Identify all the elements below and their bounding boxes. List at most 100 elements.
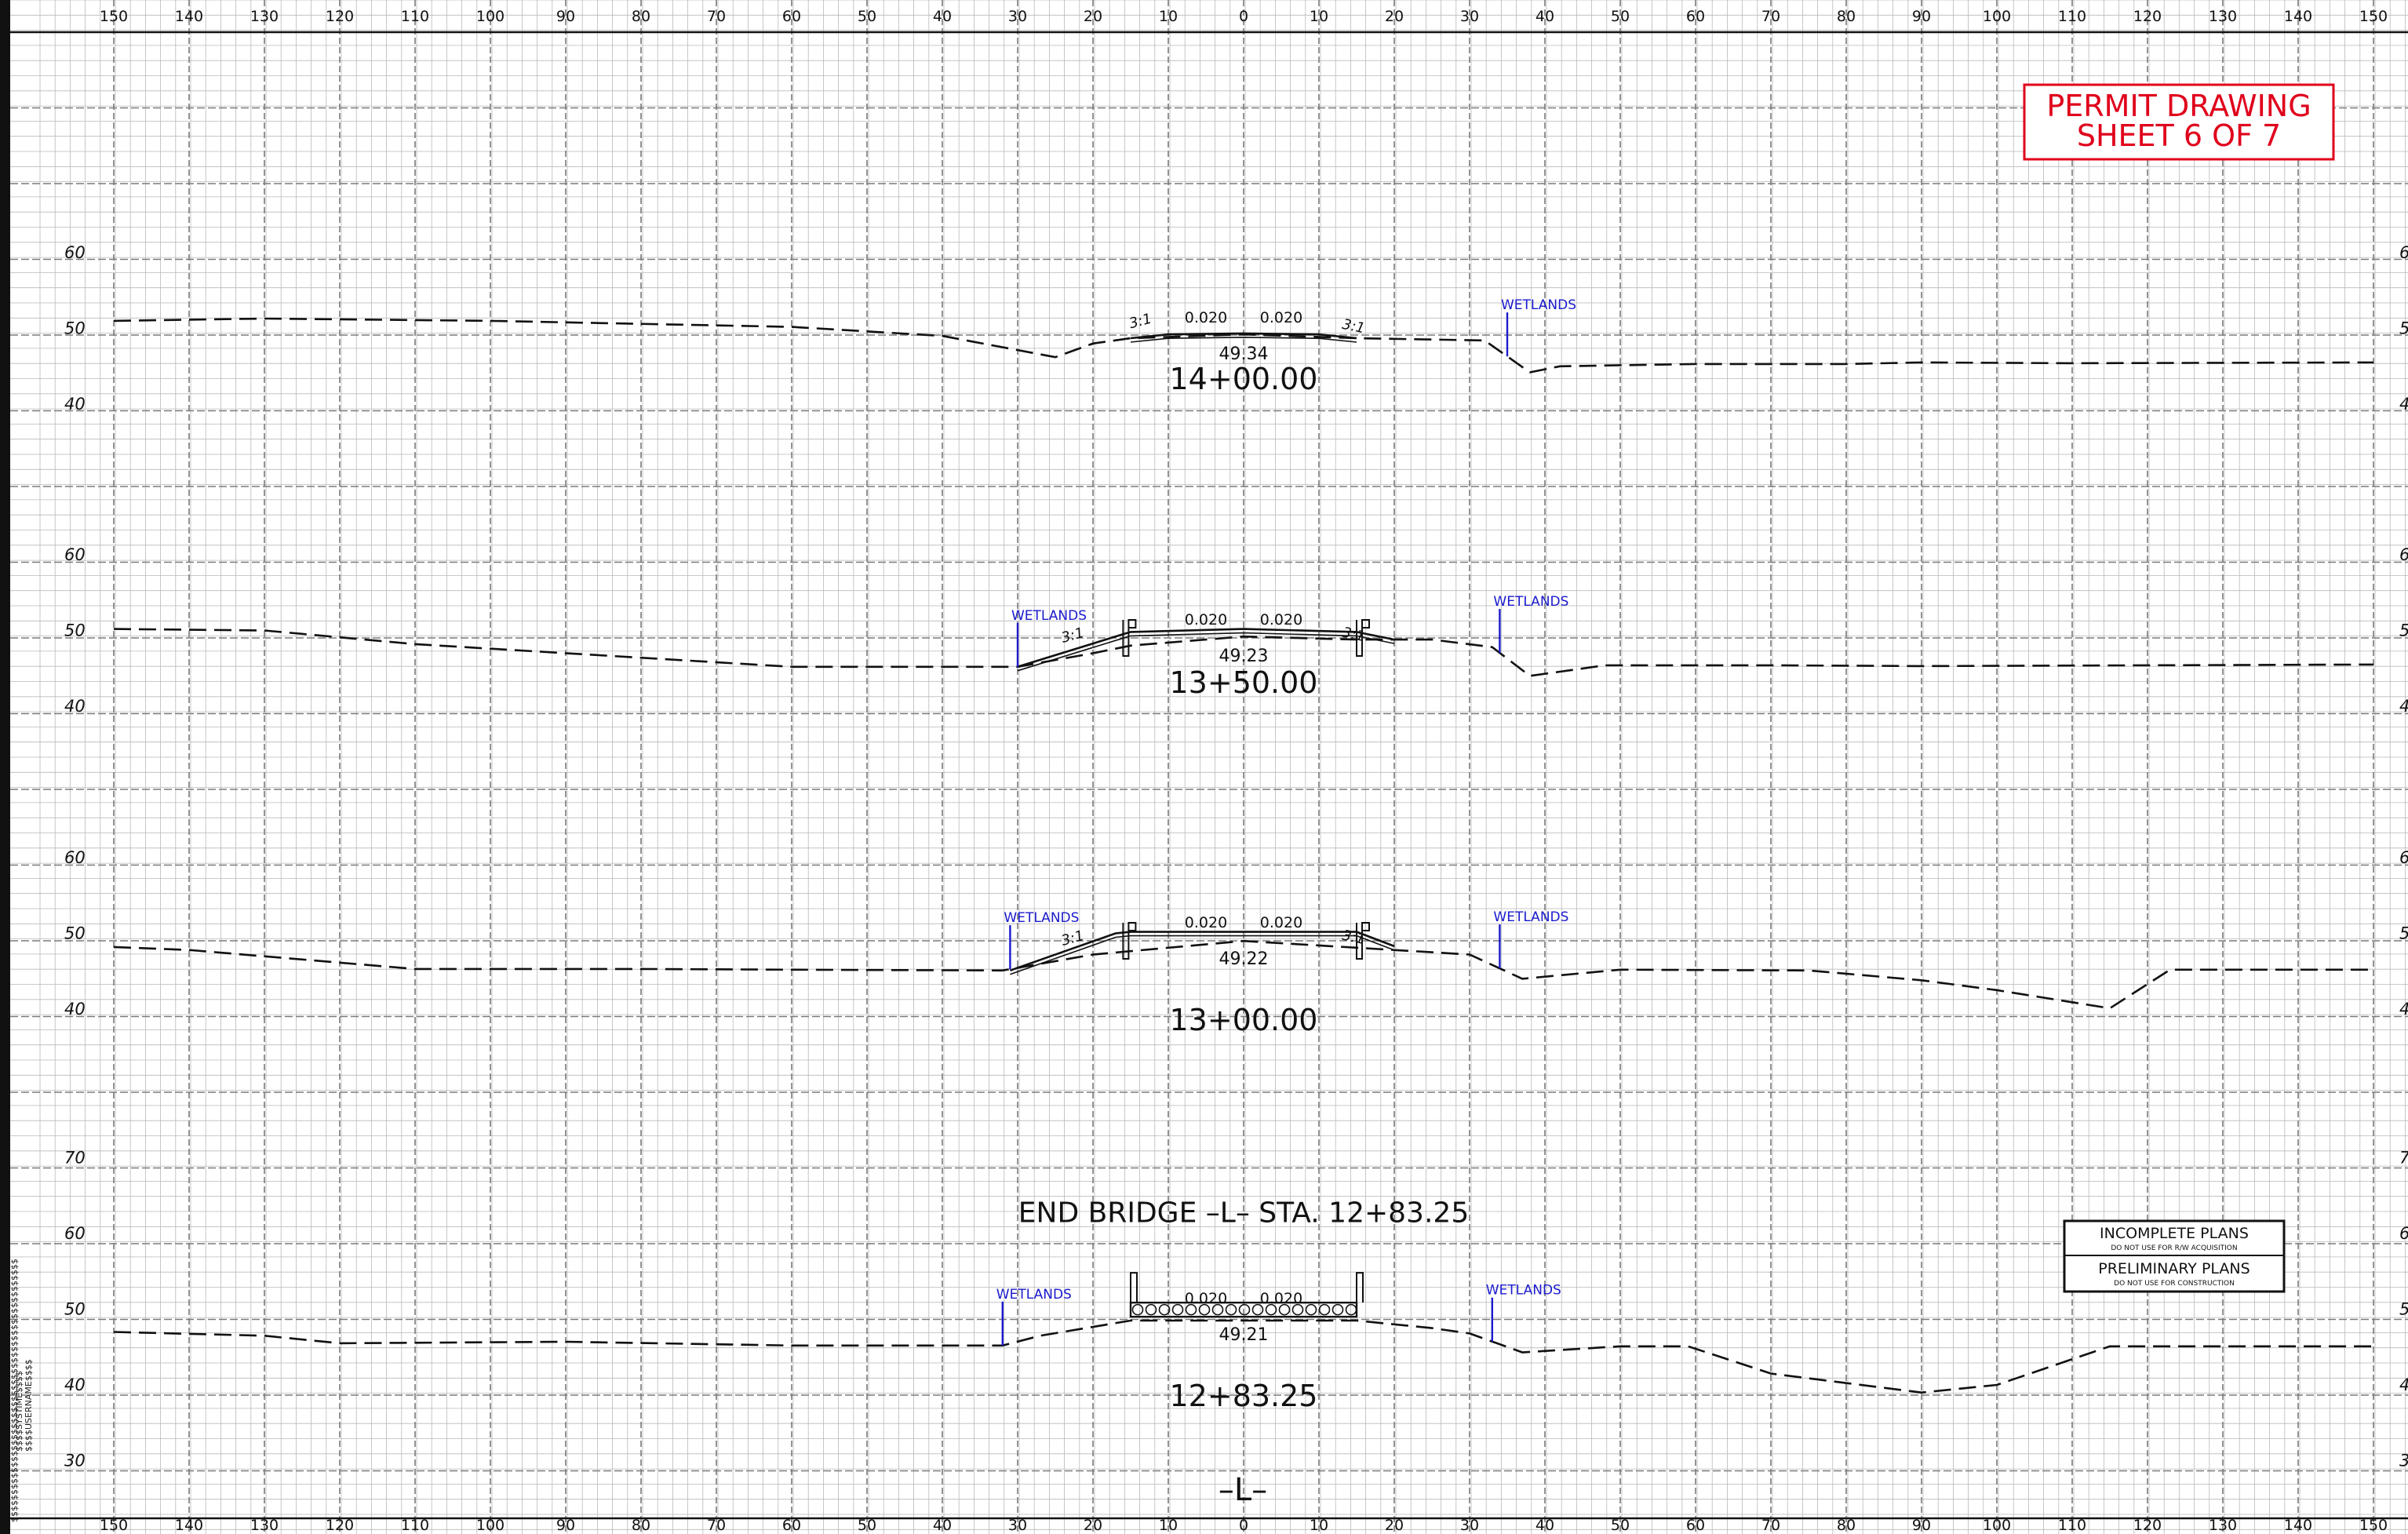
offset-label-top: 30 — [1008, 8, 1027, 25]
offset-label-bottom: 50 — [858, 1517, 876, 1534]
station-label: 13+00.00 — [1170, 1003, 1318, 1037]
station-label: 14+00.00 — [1170, 362, 1318, 396]
offset-label-top: 60 — [782, 8, 801, 25]
cross-slope-left: 0.020 — [1185, 611, 1227, 629]
offset-label-top: 30 — [1460, 8, 1479, 25]
elevation-label-right: 40 — [2399, 1000, 2408, 1018]
offset-label-top: 120 — [326, 8, 354, 25]
offset-label-bottom: 120 — [326, 1517, 354, 1534]
wetlands-label: WETLANDS — [1004, 910, 1079, 926]
elevation-label-right: 60 — [2399, 243, 2408, 262]
margin-username: $$$$USERNAME$$$$ — [24, 1359, 34, 1452]
cross-slope-left: 0.020 — [1185, 1290, 1227, 1307]
elevation-label-left: 60 — [64, 848, 86, 867]
permit-drawing-stamp: PERMIT DRAWING SHEET 6 OF 7 — [2024, 85, 2333, 159]
elevation-label-right: 50 — [2399, 924, 2408, 943]
offset-label-top: 80 — [632, 8, 650, 25]
offset-label-top: 140 — [175, 8, 203, 25]
offset-label-bottom: 120 — [2133, 1517, 2162, 1534]
wetlands-label: WETLANDS — [1486, 1283, 1561, 1299]
offset-label-bottom: 100 — [1983, 1517, 2011, 1534]
offset-label-bottom: 150 — [2359, 1517, 2388, 1534]
offset-label-bottom: 110 — [401, 1517, 429, 1534]
wetlands-label: WETLANDS — [1501, 297, 1576, 313]
grade-elevation-label: 49.21 — [1219, 1325, 1269, 1345]
offset-label-top: 10 — [1310, 8, 1328, 25]
elevation-label-right: 60 — [2399, 1224, 2408, 1243]
elevation-label-right: 70 — [2399, 1149, 2408, 1168]
elevation-label-left: 40 — [64, 1375, 86, 1394]
elevation-label-left: 50 — [64, 924, 86, 943]
elevation-label-left: 60 — [64, 1224, 86, 1243]
offset-label-top: 120 — [2133, 8, 2162, 25]
offset-label-bottom: 30 — [1008, 1517, 1027, 1534]
grade-elevation-label: 49.22 — [1219, 949, 1269, 969]
offset-label-bottom: 70 — [1761, 1517, 1780, 1534]
offset-label-top: 90 — [556, 8, 575, 25]
elevation-label-right: 50 — [2399, 621, 2408, 640]
elevation-label-right: 40 — [2399, 697, 2408, 716]
station-label: 12+83.25 — [1170, 1379, 1318, 1413]
offset-label-bottom: 140 — [2284, 1517, 2312, 1534]
offset-label-bottom: 30 — [1460, 1517, 1479, 1534]
margin-filler: $$$$$$$$$$$$$$$$$$$$$$$$$$$$$$$$$$$$$$$$… — [9, 1259, 20, 1522]
elevation-label-left: 50 — [64, 1300, 86, 1319]
offset-label-bottom: 90 — [1912, 1517, 1931, 1534]
offset-label-top: 150 — [2359, 8, 2388, 25]
elevation-label-right: 50 — [2399, 1300, 2408, 1319]
elevation-label-left: 70 — [64, 1149, 86, 1168]
elevation-label-right: 30 — [2399, 1452, 2408, 1470]
offset-label-top: 70 — [1761, 8, 1780, 25]
offset-label-bottom: 110 — [2058, 1517, 2086, 1534]
offset-label-bottom: 20 — [1084, 1517, 1102, 1534]
offset-label-top: 0 — [1239, 8, 1248, 25]
elevation-label-right: 60 — [2399, 545, 2408, 564]
offset-label-top: 20 — [1385, 8, 1404, 25]
offset-label-bottom: 0 — [1239, 1517, 1248, 1534]
offset-label-bottom: 60 — [1686, 1517, 1705, 1534]
incomplete-plans-note: DO NOT USE FOR R/W ACQUISITION — [2111, 1244, 2237, 1252]
cross-slope-right: 0.020 — [1260, 914, 1302, 931]
elevation-label-left: 30 — [64, 1452, 86, 1470]
elevation-label-left: 60 — [64, 243, 86, 262]
wetlands-label: WETLANDS — [1493, 909, 1568, 925]
offset-label-bottom: 40 — [1536, 1517, 1554, 1534]
elevation-label-left: 50 — [64, 319, 86, 338]
offset-label-bottom: 130 — [250, 1517, 279, 1534]
end-bridge-title: END BRIDGE –L– STA. 12+83.25 — [1018, 1197, 1469, 1230]
preliminary-plans-label: PRELIMINARY PLANS — [2098, 1260, 2250, 1277]
offset-label-top: 130 — [2209, 8, 2237, 25]
offset-label-top: 10 — [1159, 8, 1178, 25]
wetlands-label: WETLANDS — [996, 1287, 1072, 1303]
offset-label-top: 70 — [707, 8, 726, 25]
offset-label-bottom: 60 — [782, 1517, 801, 1534]
elevation-label-right: 60 — [2399, 848, 2408, 867]
offset-label-bottom: 50 — [1611, 1517, 1630, 1534]
wetlands-label: WETLANDS — [1011, 608, 1087, 624]
elevation-label-left: 40 — [64, 1000, 86, 1018]
cross-slope-left: 0.020 — [1185, 914, 1227, 931]
offset-label-bottom: 80 — [632, 1517, 650, 1534]
offset-label-bottom: 150 — [100, 1517, 128, 1534]
offset-label-top: 20 — [1084, 8, 1102, 25]
offset-label-bottom: 10 — [1159, 1517, 1178, 1534]
offset-label-top: 40 — [933, 8, 952, 25]
offset-label-top: 50 — [1611, 8, 1630, 25]
elevation-label-right: 40 — [2399, 1375, 2408, 1394]
elevation-label-right: 40 — [2399, 395, 2408, 414]
offset-label-top: 150 — [100, 8, 128, 25]
station-label: 13+50.00 — [1170, 665, 1318, 700]
offset-label-top: 100 — [476, 8, 505, 25]
permit-stamp-line2: SHEET 6 OF 7 — [2077, 118, 2281, 153]
elevation-label-left: 60 — [64, 545, 86, 564]
cross-slope-right: 0.020 — [1260, 611, 1302, 629]
offset-label-top: 130 — [250, 8, 279, 25]
offset-label-bottom: 10 — [1310, 1517, 1328, 1534]
offset-label-top: 110 — [401, 8, 429, 25]
offset-label-bottom: 130 — [2209, 1517, 2237, 1534]
offset-label-bottom: 100 — [476, 1517, 505, 1534]
offset-label-top: 140 — [2284, 8, 2312, 25]
incomplete-plans-label: INCOMPLETE PLANS — [2100, 1225, 2249, 1242]
cross-slope-right: 0.020 — [1260, 309, 1302, 326]
